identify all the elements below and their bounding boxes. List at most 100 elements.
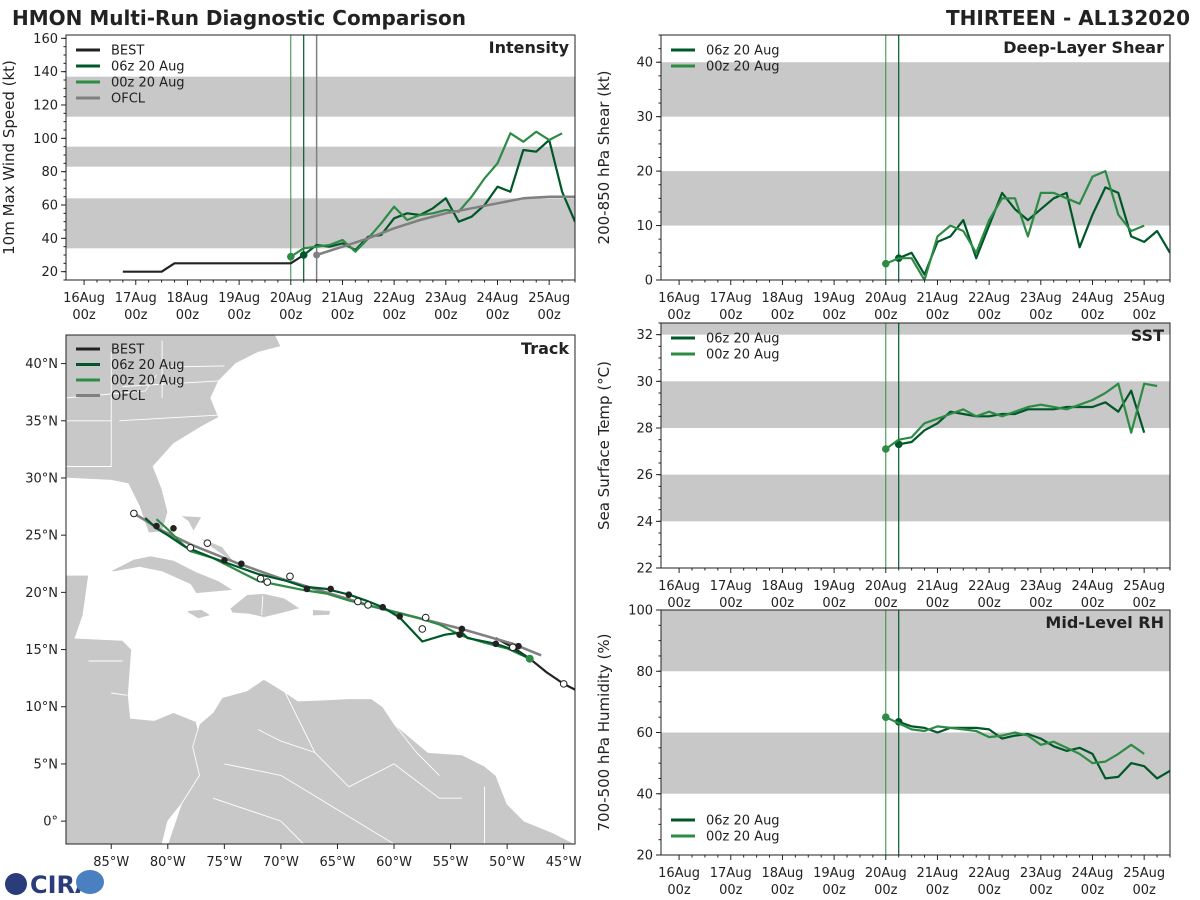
intensity-xtick-label: 00z: [486, 308, 510, 323]
track-point-open: [354, 597, 362, 606]
shear-ytick-label: 40: [636, 56, 653, 71]
track-xtick-label: 55°W: [433, 855, 469, 870]
shear-line-run00: [885, 170, 1145, 280]
track-point-filled: [170, 525, 177, 532]
rh-xtick-label: 00z: [1029, 883, 1053, 898]
state-border-3: [167, 365, 225, 368]
sst-legend-label: 00z 20 Aug: [706, 348, 780, 363]
track-xtick-label: 45°W: [546, 855, 582, 870]
sst-xtick-label: 00z: [1081, 596, 1105, 611]
shear-xtick-label: 00z: [874, 308, 898, 323]
sst-xtick-label: 16Aug: [658, 579, 700, 594]
sst-band-1: [661, 381, 1170, 428]
sst-xtick-label: 20Aug: [865, 579, 907, 594]
sst-line-run00: [885, 382, 1158, 450]
sst-ytick-label: 26: [636, 468, 653, 483]
rh-xtick-label: 00z: [1132, 883, 1156, 898]
shear-ylabel: 200-850 hPa Shear (kt): [595, 71, 613, 245]
track-point-filled: [492, 640, 500, 648]
track-point-filled: [238, 560, 245, 568]
rh-band-1: [661, 610, 1170, 672]
state-border-14: [111, 692, 128, 696]
state-border-9: [393, 723, 440, 776]
sst-xtick-label: 00z: [1132, 596, 1156, 611]
track-point-filled: [327, 585, 334, 593]
track-ytick-label: 20°N: [25, 586, 58, 601]
shear-xtick-label: 00z: [1081, 308, 1105, 323]
sst-xtick-label: 25Aug: [1123, 579, 1165, 594]
track-xtick-label: 65°W: [320, 855, 356, 870]
sst-band-0: [661, 474, 1170, 522]
sst-start-point-run00: [881, 445, 890, 453]
track-point-filled: [345, 591, 353, 598]
sst-ylabel: Sea Surface Temp (°C): [595, 361, 613, 530]
rh-xtick-label: 00z: [977, 883, 1001, 898]
shear-xtick-label: 17Aug: [710, 291, 752, 306]
track-point-filled: [153, 522, 160, 530]
intensity-xtick-label: 00z: [124, 308, 148, 323]
sst-frame: [660, 322, 1171, 569]
sst-xtick-label: 24Aug: [1072, 579, 1114, 594]
rh-xtick-label: 00z: [719, 883, 743, 898]
shear-ytick-label: 10: [636, 219, 653, 234]
sst-series-group: [881, 382, 1158, 453]
rh-xtick-label: 25Aug: [1123, 866, 1165, 881]
intensity-line-best: [122, 254, 305, 273]
shear-xtick-label: 23Aug: [1020, 291, 1062, 306]
shear-start-point-run00: [881, 259, 890, 268]
sst-line-run06: [898, 389, 1146, 446]
sst-xtick-label: 00z: [1029, 596, 1053, 611]
rh-xtick-label: 00z: [926, 883, 950, 898]
track-ytick-label: 30°N: [25, 471, 58, 486]
shear-legend-label: 00z 20 Aug: [706, 60, 780, 75]
shear-ytick-label: 20: [636, 165, 653, 180]
intensity-band-2: [66, 76, 575, 117]
intensity-xtick-label: 00z: [72, 308, 96, 323]
intensity-ytick-label: 60: [41, 199, 58, 214]
intensity-legend-label: BEST: [111, 44, 144, 59]
south-america-land: [167, 678, 575, 844]
intensity-ytick-label: 160: [33, 32, 58, 47]
rh-start-point-run00: [881, 713, 890, 721]
state-border-7: [246, 649, 462, 799]
sst-ytick-label: 22: [636, 562, 653, 577]
intensity-legend-label: 00z 20 Aug: [111, 76, 185, 91]
rh-xtick-label: 16Aug: [658, 866, 700, 881]
intensity-xtick-label: 21Aug: [321, 291, 363, 306]
intensity-xtick-label: 00z: [382, 308, 406, 323]
sst-panel: 22 24 26 28 30 32 16Aug 00z 17Aug 00z 18Aug 00z 19Au…: [595, 322, 1171, 611]
sst-ytick-label: 30: [636, 375, 653, 390]
rh-xtick-label: 17Aug: [710, 866, 752, 881]
logo-globe-icon: [5, 873, 27, 895]
intensity-xtick-label: 00z: [279, 308, 303, 323]
shear-xtick-label: 00z: [977, 308, 1001, 323]
track-ytick-label: 5°N: [34, 757, 59, 772]
track-point-open: [364, 601, 372, 609]
intensity-xtick-label: 24Aug: [477, 291, 519, 306]
shear-xtick-label: 00z: [822, 308, 846, 323]
rh-xtick-label: 00z: [667, 883, 691, 898]
rh-ytick-label: 60: [636, 726, 653, 741]
rh-band-0: [661, 732, 1170, 794]
intensity-xtick-label: 19Aug: [218, 291, 260, 306]
intensity-ytick-label: 100: [33, 132, 58, 147]
shear-xtick-label: 24Aug: [1072, 291, 1114, 306]
shear-band-0: [661, 171, 1170, 226]
intensity-panel: 20 40 60 80 100 120 140 160 16Aug 00z 17Aug 00z 18Au…: [0, 32, 576, 323]
intensity-xtick-label: 22Aug: [373, 291, 415, 306]
intensity-panel-title: Intensity: [489, 38, 570, 57]
track-ytick-label: 15°N: [25, 643, 58, 658]
shear-xtick-label: 18Aug: [761, 291, 803, 306]
intensity-xtick-label: 17Aug: [115, 291, 157, 306]
track-point-open: [508, 643, 517, 652]
track-point-open: [421, 613, 430, 622]
track-point-open: [286, 572, 294, 581]
state-border-0: [66, 420, 112, 467]
shear-xtick-label: 00z: [1132, 308, 1156, 323]
central-america-land: [66, 574, 200, 844]
intensity-legend-label: 06z 20 Aug: [111, 60, 185, 75]
sst-xtick-label: 17Aug: [710, 579, 752, 594]
track-point-filled: [515, 642, 522, 650]
sst-panel-title: SST: [1131, 326, 1164, 345]
